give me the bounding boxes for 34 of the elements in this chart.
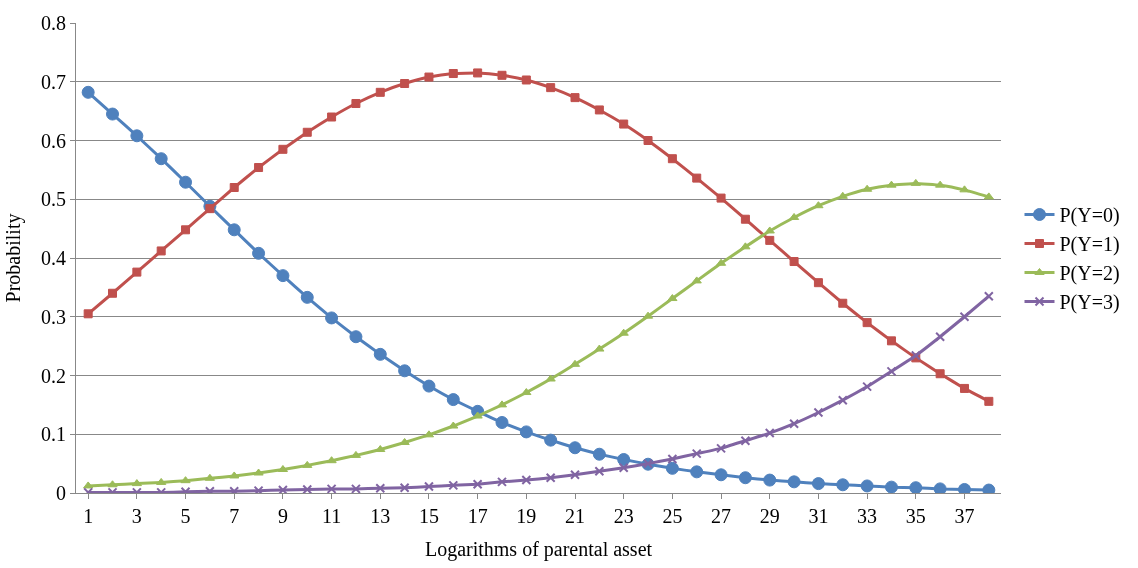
- x-tick-label: 31: [808, 505, 829, 527]
- x-axis-title: Logarithms of parental asset: [424, 537, 653, 561]
- x-tick-label: 33: [857, 505, 878, 527]
- legend-label: P(Y=0): [1059, 204, 1120, 228]
- x-tick-label: 35: [905, 505, 926, 527]
- x-tick-label: 1: [83, 505, 94, 527]
- x-tick-label: 7: [229, 505, 240, 527]
- x-tick-label: 23: [613, 505, 634, 527]
- y-tick-label: 0.5: [41, 188, 66, 211]
- x-tick-label: 37: [954, 505, 975, 527]
- y-tick-label: 0.4: [41, 247, 66, 269]
- x-tick-label: 13: [370, 505, 391, 527]
- y-axis-title: Probability: [1, 213, 25, 303]
- legend-label: P(Y=2): [1059, 262, 1120, 286]
- y-tick-label: 0.1: [41, 423, 66, 446]
- y-tick-label: 0.8: [41, 12, 66, 34]
- x-tick-label: 19: [516, 505, 537, 527]
- y-tick-label: 0.2: [41, 364, 66, 387]
- x-tick-label: 15: [418, 505, 439, 527]
- y-tick-label: 0.7: [41, 70, 66, 93]
- x-tick-label: 17: [467, 505, 488, 527]
- x-tick-label: 21: [565, 505, 586, 527]
- x-tick-label: 5: [180, 505, 191, 527]
- x-tick-label: 25: [662, 505, 683, 527]
- y-tick-label: 0.6: [41, 129, 66, 152]
- x-tick-label: 3: [131, 505, 142, 527]
- y-tick-label: 0: [56, 482, 66, 504]
- x-tick-label: 29: [759, 505, 780, 527]
- x-tick-label: 27: [711, 505, 732, 527]
- x-tick-label: 9: [277, 505, 288, 527]
- legend-label: P(Y=3): [1059, 291, 1120, 315]
- y-tick-label: 0.3: [41, 305, 66, 328]
- x-tick-label: 11: [321, 505, 342, 527]
- legend-label: P(Y=1): [1059, 233, 1120, 257]
